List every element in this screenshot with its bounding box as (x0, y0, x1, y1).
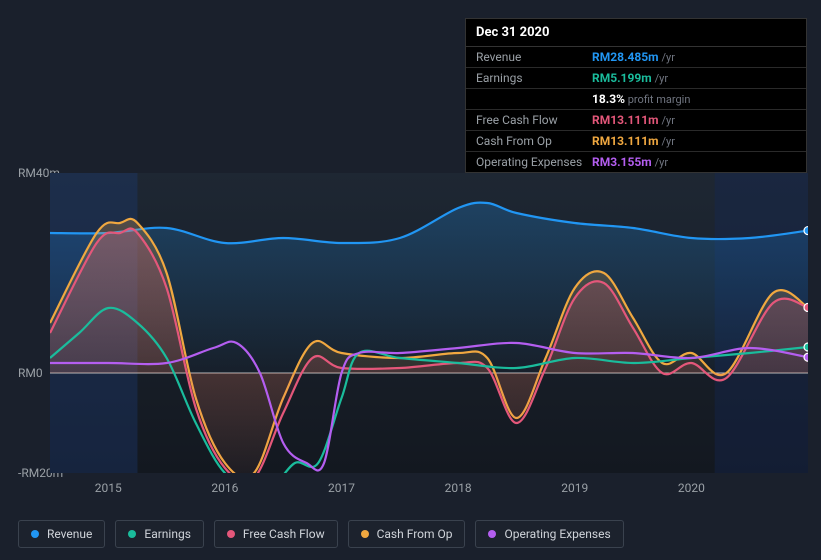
legend-label: Cash From Op (377, 527, 453, 541)
legend-item-revenue[interactable]: Revenue (18, 520, 105, 548)
x-tick-label: 2018 (445, 481, 472, 495)
tooltip-unit: /yr (662, 114, 675, 127)
tooltip-note-pct: 18.3% (592, 92, 625, 106)
tooltip-value: RM13.111m (592, 134, 659, 148)
tooltip-row: Free Cash FlowRM13.111m/yr (466, 110, 806, 131)
tooltip-label: Cash From Op (476, 134, 592, 148)
legend-label: Free Cash Flow (243, 527, 325, 541)
series-end-dot-earnings[interactable] (804, 343, 808, 351)
legend-dot-icon (227, 530, 235, 538)
x-tick-label: 2017 (328, 481, 355, 495)
series-end-dot-revenue[interactable] (804, 227, 808, 235)
tooltip-label: Earnings (476, 71, 592, 85)
tooltip-value: RM5.199m (592, 71, 652, 85)
tooltip-label: Revenue (476, 50, 592, 64)
tooltip-row: Cash From OpRM13.111m/yr (466, 131, 806, 152)
series-end-dot-opex[interactable] (804, 353, 808, 361)
tooltip-value: RM28.485m (592, 50, 659, 64)
tooltip-label: Free Cash Flow (476, 113, 592, 127)
tooltip-note-text: profit margin (625, 93, 690, 106)
legend-dot-icon (31, 530, 39, 538)
tooltip-row: RevenueRM28.485m/yr (466, 47, 806, 68)
tooltip-unit: /yr (662, 135, 675, 148)
legend-dot-icon (361, 530, 369, 538)
x-axis-labels: 2015 2016 2017 2018 2019 2020 (50, 481, 808, 499)
tooltip-note-row: 18.3% profit margin (466, 89, 806, 110)
legend-item-opex[interactable]: Operating Expenses (475, 520, 623, 548)
legend-label: Revenue (47, 527, 92, 541)
legend-label: Operating Expenses (504, 527, 610, 541)
y-tick-label: RM0 (18, 366, 43, 380)
legend-dot-icon (128, 530, 136, 538)
tooltip-date: Dec 31 2020 (466, 19, 806, 47)
tooltip-unit: /yr (662, 51, 675, 64)
legend-item-cash_from_op[interactable]: Cash From Op (348, 520, 466, 548)
x-tick-label: 2019 (561, 481, 588, 495)
chart-container: RM40mRM0-RM20m 201520162017201820192020 (18, 155, 808, 510)
tooltip-unit: /yr (655, 72, 668, 85)
legend: Revenue Earnings Free Cash Flow Cash From O… (18, 520, 624, 548)
x-tick-label: 2020 (678, 481, 705, 495)
legend-item-earnings[interactable]: Earnings (115, 520, 204, 548)
tooltip-row: EarningsRM5.199m/yr (466, 68, 806, 89)
chart-plot[interactable] (50, 173, 808, 473)
tooltip-panel: Dec 31 2020 RevenueRM28.485m/yrEarningsR… (465, 18, 807, 173)
legend-item-fcf[interactable]: Free Cash Flow (214, 520, 338, 548)
x-tick-label: 2016 (211, 481, 238, 495)
legend-label: Earnings (144, 527, 191, 541)
tooltip-value: RM13.111m (592, 113, 659, 127)
x-tick-label: 2015 (95, 481, 122, 495)
series-end-dot-fcf[interactable] (804, 303, 808, 311)
legend-dot-icon (488, 530, 496, 538)
